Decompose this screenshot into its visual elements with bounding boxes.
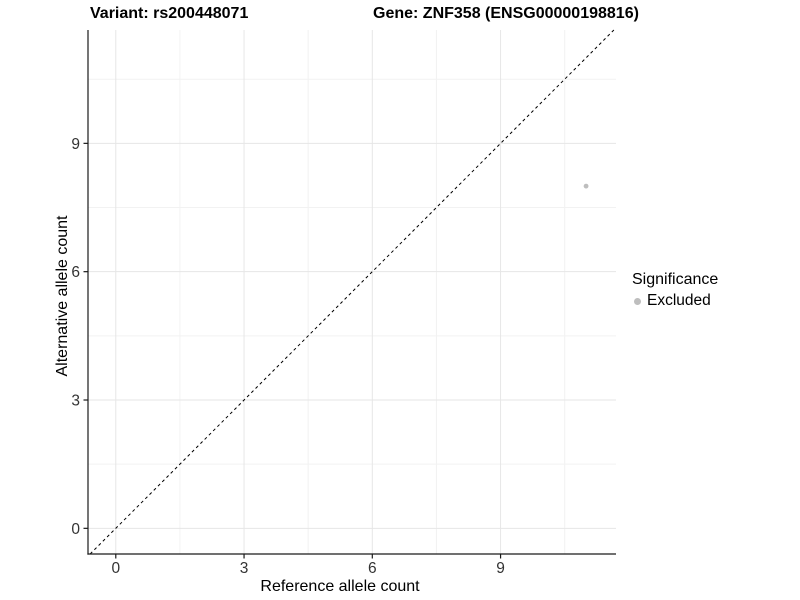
y-tick-label: 0 <box>71 521 80 538</box>
y-axis-title: Alternative allele count <box>54 215 71 377</box>
legend: Significance Excluded <box>630 271 718 310</box>
identity-dashed-line <box>89 29 615 555</box>
x-tick-label: 6 <box>368 560 377 577</box>
y-tick-label: 6 <box>71 264 80 281</box>
x-tick-label: 0 <box>111 560 120 577</box>
legend-point-icon <box>634 298 641 305</box>
plot-title-gene: Gene: ZNF358 (ENSG00000198816) <box>373 5 639 22</box>
legend-entry-excluded: Excluded <box>630 292 718 310</box>
y-tick-label: 9 <box>71 136 80 153</box>
y-tick-label: 3 <box>71 393 80 410</box>
legend-title: Significance <box>632 271 719 288</box>
x-axis-title: Reference allele count <box>260 578 420 595</box>
x-tick-label: 9 <box>496 560 505 577</box>
legend-entry-label: Excluded <box>647 292 711 309</box>
plot-title-variant: Variant: rs200448071 <box>90 5 249 22</box>
data-point <box>583 183 589 189</box>
x-tick-label: 3 <box>240 560 249 577</box>
